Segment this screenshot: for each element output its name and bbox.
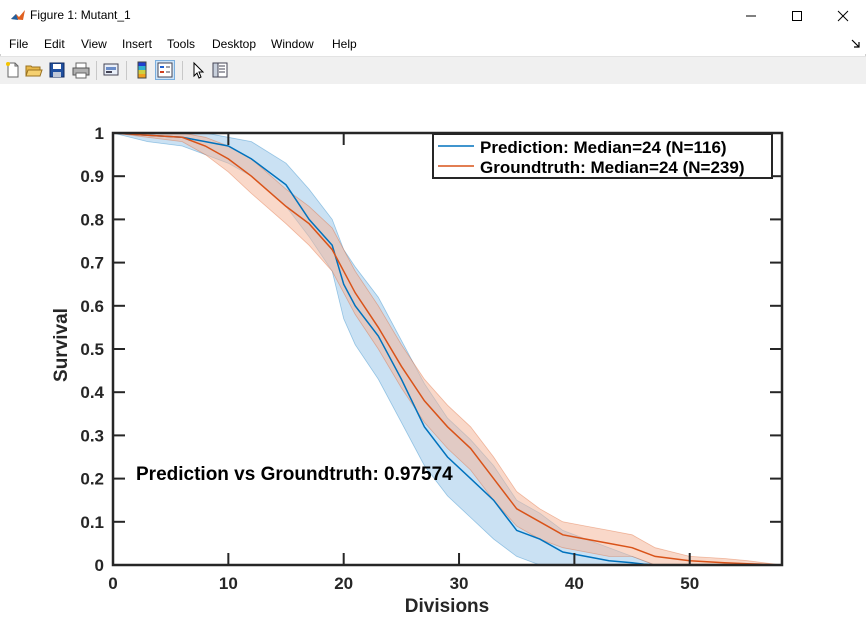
legend[interactable]: Prediction: Median=24 (N=116) Groundtrut… [432,133,773,179]
link-plot-icon[interactable] [102,61,120,79]
menu-file[interactable]: File [9,37,29,51]
axes-box [111,131,784,567]
maximize-button[interactable] [774,0,820,32]
y-tick-label: 0.4 [80,383,104,402]
property-inspector-icon[interactable] [211,61,229,79]
x-axis-label: Divisions [405,596,489,617]
pointer-icon[interactable] [189,61,207,79]
y-tick-label: 0.3 [80,426,104,445]
figure-toolbar [0,56,866,85]
similarity-annotation: Prediction vs Groundtruth: 0.97574 [136,464,453,485]
menu-view[interactable]: View [81,37,107,51]
y-tick-label: 0.5 [80,340,104,359]
menu-desktop[interactable]: Desktop [212,37,257,51]
close-icon [837,10,849,22]
survival-chart[interactable]: 0 10 20 30 40 50 0 0.1 0.2 0.3 0.4 0.5 0.6 0.7 0.8 0.9 1… [0,84,866,626]
figure-canvas[interactable]: 0 10 20 30 40 50 0 0.1 0.2 0.3 0.4 0.5 0.6 0.7 0.8 0.9 1… [0,84,866,626]
legend-box [432,133,773,179]
confidence-band-groundtruth [112,132,783,566]
menu-insert[interactable]: Insert [122,37,153,51]
new-figure-icon[interactable] [4,61,22,79]
series-line-prediction[interactable] [112,132,656,566]
y-tick-label: 0.7 [80,254,104,273]
menu-help[interactable]: Help [332,37,357,51]
x-tick-label: 0 [108,574,117,593]
menu-edit[interactable]: Edit [44,37,65,51]
x-tick-label: 20 [334,574,353,593]
y-tick-label: 0.9 [80,167,104,186]
toolbar-separator [96,61,97,80]
x-tick-label: 30 [450,574,469,593]
print-icon[interactable] [72,61,90,79]
y-tick-label: 0.6 [80,297,104,316]
minimize-icon [746,15,756,17]
y-tick-label: 0.8 [80,210,104,229]
colorbar-icon[interactable] [133,61,151,79]
toolbar-separator [126,61,127,80]
x-tick-label: 40 [565,574,584,593]
menu-window[interactable]: Window [271,37,314,51]
series-line-groundtruth[interactable] [112,132,783,566]
matlab-app-icon [10,8,26,24]
x-tick-label: 50 [680,574,699,593]
title-bar[interactable]: Figure 1: Mutant_1 [0,0,866,32]
legend-icon[interactable] [155,60,175,80]
dock-arrow-icon[interactable] [851,39,860,48]
menu-bar: File Edit View Insert Tools Desktop Wind… [0,32,866,54]
save-icon[interactable] [48,61,66,79]
y-tick-label: 1 [95,124,104,143]
window-title: Figure 1: Mutant_1 [30,8,131,22]
x-tick-label: 10 [219,574,238,593]
y-axis-label: Survival [51,308,72,382]
close-button[interactable] [820,0,866,32]
y-tick-label: 0.2 [80,470,104,489]
toolbar-separator [182,61,183,80]
legend-label-groundtruth: Groundtruth: Median=24 (N=239) [480,158,744,177]
y-tick-label: 0.1 [80,513,104,532]
legend-label-prediction: Prediction: Median=24 (N=116) [480,138,727,157]
maximize-icon [792,11,802,21]
menu-tools[interactable]: Tools [167,37,196,51]
minimize-button[interactable] [728,0,774,32]
open-file-icon[interactable] [25,61,43,79]
y-tick-label: 0 [95,556,104,575]
